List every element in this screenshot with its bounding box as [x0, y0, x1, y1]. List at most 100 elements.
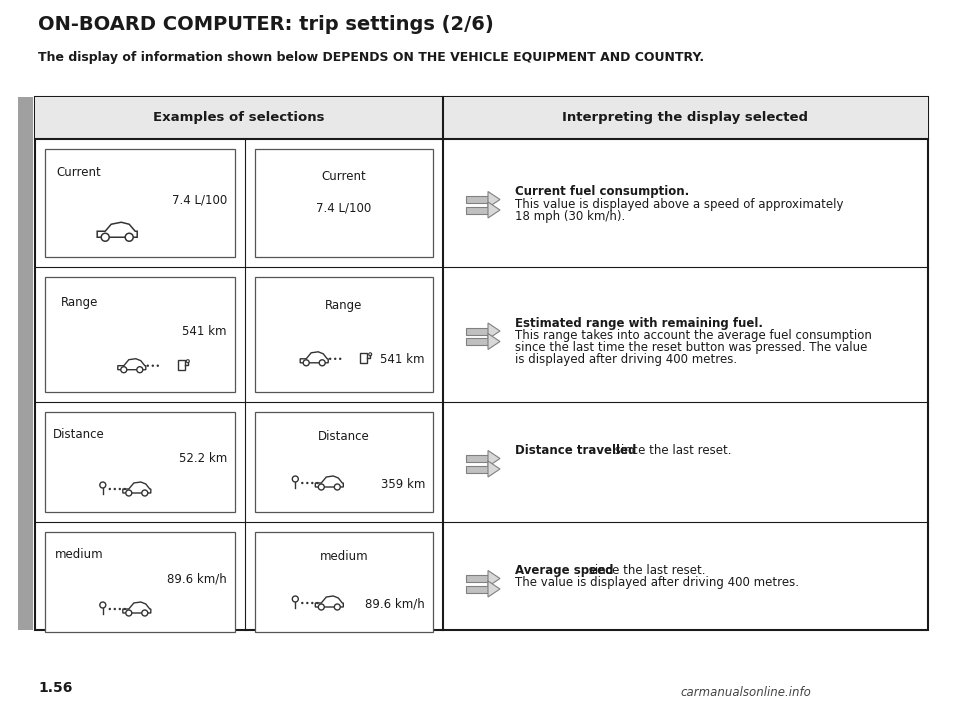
Circle shape — [334, 604, 340, 610]
Circle shape — [142, 610, 148, 616]
Polygon shape — [488, 571, 500, 586]
Bar — [255, 412, 433, 512]
Bar — [466, 327, 488, 334]
Bar — [443, 97, 928, 139]
Circle shape — [108, 608, 111, 610]
Circle shape — [316, 482, 319, 484]
Polygon shape — [488, 581, 500, 597]
Bar — [466, 338, 488, 345]
Text: is displayed after driving 400 metres.: is displayed after driving 400 metres. — [515, 354, 737, 366]
Bar — [255, 277, 433, 392]
Polygon shape — [488, 202, 500, 218]
Circle shape — [156, 364, 159, 367]
Bar — [18, 97, 33, 630]
Text: Distance travelled: Distance travelled — [515, 444, 636, 457]
Circle shape — [142, 490, 148, 496]
Bar — [466, 466, 488, 472]
Circle shape — [334, 358, 336, 360]
Circle shape — [319, 484, 324, 490]
Text: Current: Current — [322, 170, 367, 182]
Circle shape — [301, 482, 303, 484]
Text: 1.56: 1.56 — [38, 681, 72, 695]
Circle shape — [152, 364, 154, 367]
Bar — [466, 196, 488, 203]
Text: since the last reset.: since the last reset. — [612, 444, 732, 457]
Polygon shape — [488, 334, 500, 349]
Bar — [45, 149, 235, 257]
Text: Current fuel consumption.: Current fuel consumption. — [515, 185, 689, 198]
Text: 89.6 km/h: 89.6 km/h — [167, 572, 227, 586]
Circle shape — [319, 604, 324, 610]
Text: Range: Range — [325, 299, 363, 312]
Text: carmanualsonline.info: carmanualsonline.info — [680, 687, 811, 699]
Text: Current: Current — [57, 166, 102, 179]
Polygon shape — [488, 192, 500, 207]
Text: since the last reset.: since the last reset. — [585, 564, 705, 577]
Text: 7.4 L/100: 7.4 L/100 — [172, 193, 227, 207]
Circle shape — [137, 366, 143, 373]
Bar — [466, 207, 488, 214]
Bar — [466, 455, 488, 462]
Text: 7.4 L/100: 7.4 L/100 — [317, 202, 372, 215]
Circle shape — [126, 610, 132, 616]
Text: medium: medium — [320, 550, 369, 564]
Text: since the last time the reset button was pressed. The value: since the last time the reset button was… — [515, 342, 868, 354]
Text: This value is displayed above a speed of approximately: This value is displayed above a speed of… — [515, 198, 844, 211]
Text: medium: medium — [55, 547, 104, 560]
Polygon shape — [488, 451, 500, 466]
Text: 541 km: 541 km — [380, 354, 425, 366]
Bar — [45, 412, 235, 512]
Circle shape — [301, 602, 303, 604]
Bar — [45, 532, 235, 632]
Bar — [360, 353, 367, 363]
Circle shape — [113, 488, 116, 490]
Circle shape — [306, 482, 308, 484]
Text: 18 mph (30 km/h).: 18 mph (30 km/h). — [515, 210, 625, 223]
Circle shape — [113, 608, 116, 610]
Bar — [178, 360, 184, 370]
Circle shape — [303, 360, 309, 366]
Text: Distance: Distance — [318, 430, 370, 444]
Polygon shape — [488, 323, 500, 339]
Circle shape — [119, 488, 121, 490]
Circle shape — [121, 366, 127, 373]
Bar — [255, 149, 433, 257]
Text: Examples of selections: Examples of selections — [154, 111, 324, 124]
Bar — [255, 532, 433, 632]
Circle shape — [126, 490, 132, 496]
Bar — [466, 586, 488, 593]
Circle shape — [119, 608, 121, 610]
Circle shape — [311, 602, 314, 604]
Bar — [45, 277, 235, 392]
Circle shape — [311, 482, 314, 484]
Text: ON-BOARD COMPUTER: trip settings (2/6): ON-BOARD COMPUTER: trip settings (2/6) — [38, 16, 493, 35]
Text: Average speed: Average speed — [515, 564, 613, 577]
Circle shape — [101, 234, 109, 241]
Circle shape — [147, 364, 149, 367]
Circle shape — [108, 488, 111, 490]
Circle shape — [124, 488, 126, 490]
Text: This range takes into account the average fuel consumption: This range takes into account the averag… — [515, 329, 872, 342]
Bar — [466, 575, 488, 582]
Bar — [35, 97, 928, 630]
Text: 89.6 km/h: 89.6 km/h — [365, 598, 425, 611]
Text: 541 km: 541 km — [182, 324, 227, 337]
Text: The display of information shown below DEPENDS ON THE VEHICLE EQUIPMENT AND COUN: The display of information shown below D… — [38, 50, 704, 63]
Circle shape — [125, 234, 133, 241]
Circle shape — [319, 360, 325, 366]
Polygon shape — [488, 461, 500, 477]
Circle shape — [329, 358, 331, 360]
Text: 52.2 km: 52.2 km — [179, 452, 227, 466]
Text: Distance: Distance — [54, 427, 105, 440]
Text: Interpreting the display selected: Interpreting the display selected — [563, 111, 808, 124]
Bar — [35, 97, 443, 139]
Circle shape — [334, 484, 340, 490]
Circle shape — [306, 602, 308, 604]
Text: Range: Range — [60, 296, 98, 309]
Circle shape — [316, 602, 319, 604]
Text: Estimated range with remaining fuel.: Estimated range with remaining fuel. — [515, 317, 763, 329]
Circle shape — [124, 608, 126, 610]
Text: 359 km: 359 km — [380, 478, 425, 491]
Circle shape — [339, 358, 342, 360]
Text: The value is displayed after driving 400 metres.: The value is displayed after driving 400… — [515, 576, 799, 589]
